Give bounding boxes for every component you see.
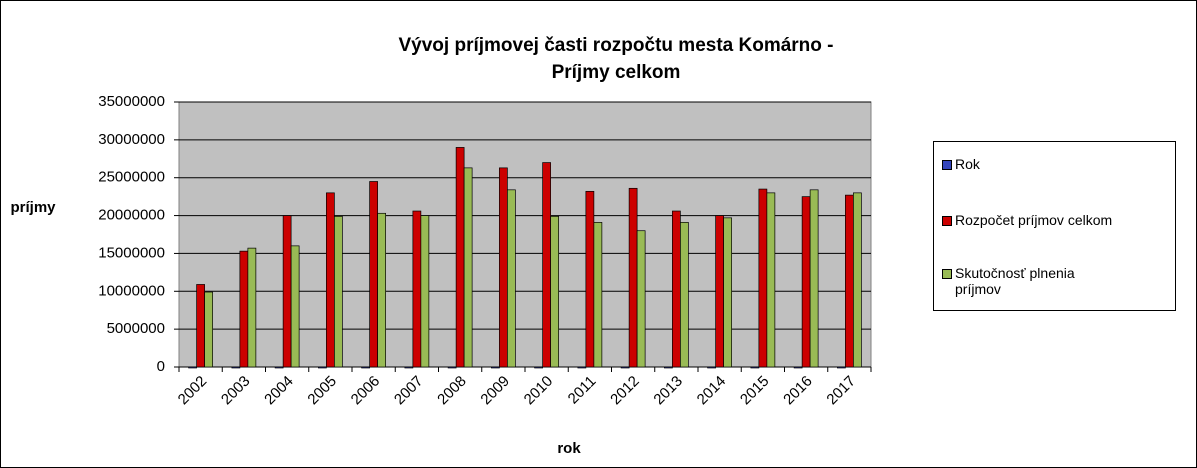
- y-axis-label: príjmy: [10, 199, 56, 216]
- x-tick-label: 2004: [261, 373, 297, 409]
- bar: [707, 366, 716, 369]
- bar: [837, 366, 846, 369]
- legend-swatch: [942, 216, 952, 226]
- y-tick-label: 25000000: [98, 169, 165, 186]
- x-tick-label: 2016: [780, 373, 816, 409]
- x-tick-label: 2007: [391, 373, 427, 409]
- bar: [750, 366, 760, 369]
- legend-label: Rok: [955, 156, 980, 172]
- x-tick-label: 2010: [521, 373, 557, 409]
- x-tick-label: 2009: [477, 373, 513, 409]
- legend-label: Skutočnosť plnenia príjmov: [955, 265, 1075, 297]
- y-tick-label: 5000000: [107, 320, 165, 337]
- bar: [361, 366, 370, 369]
- x-tick-label: 2005: [304, 373, 340, 409]
- bar: [188, 366, 197, 369]
- bar: [723, 217, 732, 368]
- y-tick-label: 30000000: [98, 131, 165, 148]
- legend-item: Rok: [942, 156, 1167, 172]
- x-tick-label: 2003: [218, 373, 254, 409]
- bar: [326, 192, 335, 368]
- bar: [274, 366, 284, 369]
- bar: [491, 366, 500, 369]
- x-tick-label: 2008: [434, 373, 470, 409]
- legend-item: Rozpočet príjmov celkom: [942, 212, 1167, 228]
- x-tick-label: 2013: [650, 373, 686, 409]
- bar: [377, 212, 386, 368]
- bar: [282, 215, 292, 368]
- bar: [636, 230, 646, 368]
- bar: [758, 188, 768, 368]
- x-tick-label: 2006: [348, 373, 384, 409]
- bar: [577, 366, 587, 369]
- bar: [507, 189, 516, 368]
- legend-swatch: [942, 160, 952, 170]
- bar: [853, 192, 862, 368]
- x-tick-label: 2014: [694, 373, 730, 409]
- bar: [231, 366, 241, 369]
- bar: [404, 366, 414, 369]
- bar: [664, 366, 673, 369]
- bar: [593, 222, 603, 368]
- bar: [672, 210, 681, 368]
- bar: [463, 167, 473, 368]
- bar: [447, 366, 457, 369]
- legend-swatch: [942, 269, 952, 279]
- bar: [290, 245, 300, 368]
- bar: [369, 181, 378, 368]
- bar: [715, 215, 724, 368]
- bar: [845, 194, 854, 368]
- bar: [239, 250, 249, 368]
- bar: [196, 284, 205, 368]
- bar: [801, 196, 811, 368]
- bar: [809, 189, 819, 368]
- bar: [550, 215, 559, 368]
- bar: [204, 291, 213, 368]
- legend-item: Skutočnosť plnenia príjmov: [942, 265, 1167, 297]
- bar: [318, 366, 327, 369]
- bar: [766, 192, 776, 368]
- bar: [542, 162, 551, 368]
- bar: [455, 147, 465, 368]
- bar: [499, 167, 508, 368]
- x-tick-label: 2011: [565, 373, 600, 408]
- legend-label: Rozpočet príjmov celkom: [955, 212, 1113, 228]
- y-tick-label: 10000000: [98, 282, 165, 299]
- bar: [334, 215, 343, 368]
- x-tick-label: 2002: [175, 373, 211, 409]
- y-tick-label: 35000000: [98, 93, 165, 110]
- bar: [628, 187, 638, 368]
- bar: [420, 215, 430, 368]
- bar: [680, 222, 689, 368]
- legend: Rok Rozpočet príjmov celkom Skutočnosť pln…: [933, 141, 1176, 311]
- bar: [585, 190, 595, 368]
- bar: [620, 366, 630, 369]
- bar: [247, 247, 257, 368]
- bar: [534, 366, 543, 369]
- y-tick-label: 15000000: [98, 244, 165, 261]
- x-tick-label: 2017: [823, 373, 859, 409]
- x-axis-label: rok: [557, 440, 581, 457]
- bar: [412, 210, 422, 368]
- x-tick-label: 2012: [607, 373, 643, 409]
- bar: [793, 366, 803, 369]
- x-tick-label: 2015: [737, 373, 773, 409]
- y-tick-label: 0: [157, 358, 165, 375]
- chart-title: Vývoj príjmovej časti rozpočtu mesta Kom…: [399, 35, 834, 83]
- y-tick-label: 20000000: [98, 207, 165, 224]
